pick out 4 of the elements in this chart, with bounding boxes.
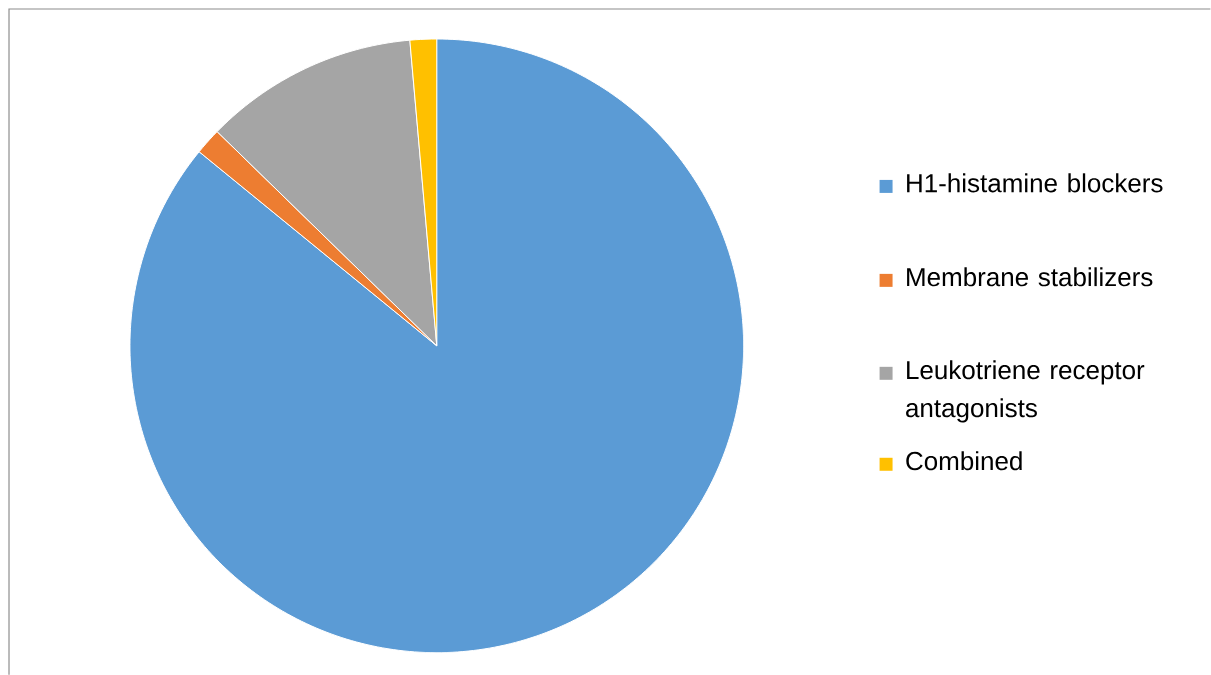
- legend-label: H1-histamine blockers: [907, 173, 1163, 193]
- legend-label: Membrane stabilizers: [907, 267, 1153, 287]
- legend-label: Leukotriene receptor antagonists: [906, 360, 1145, 423]
- legend-label: Combined: [906, 451, 1022, 471]
